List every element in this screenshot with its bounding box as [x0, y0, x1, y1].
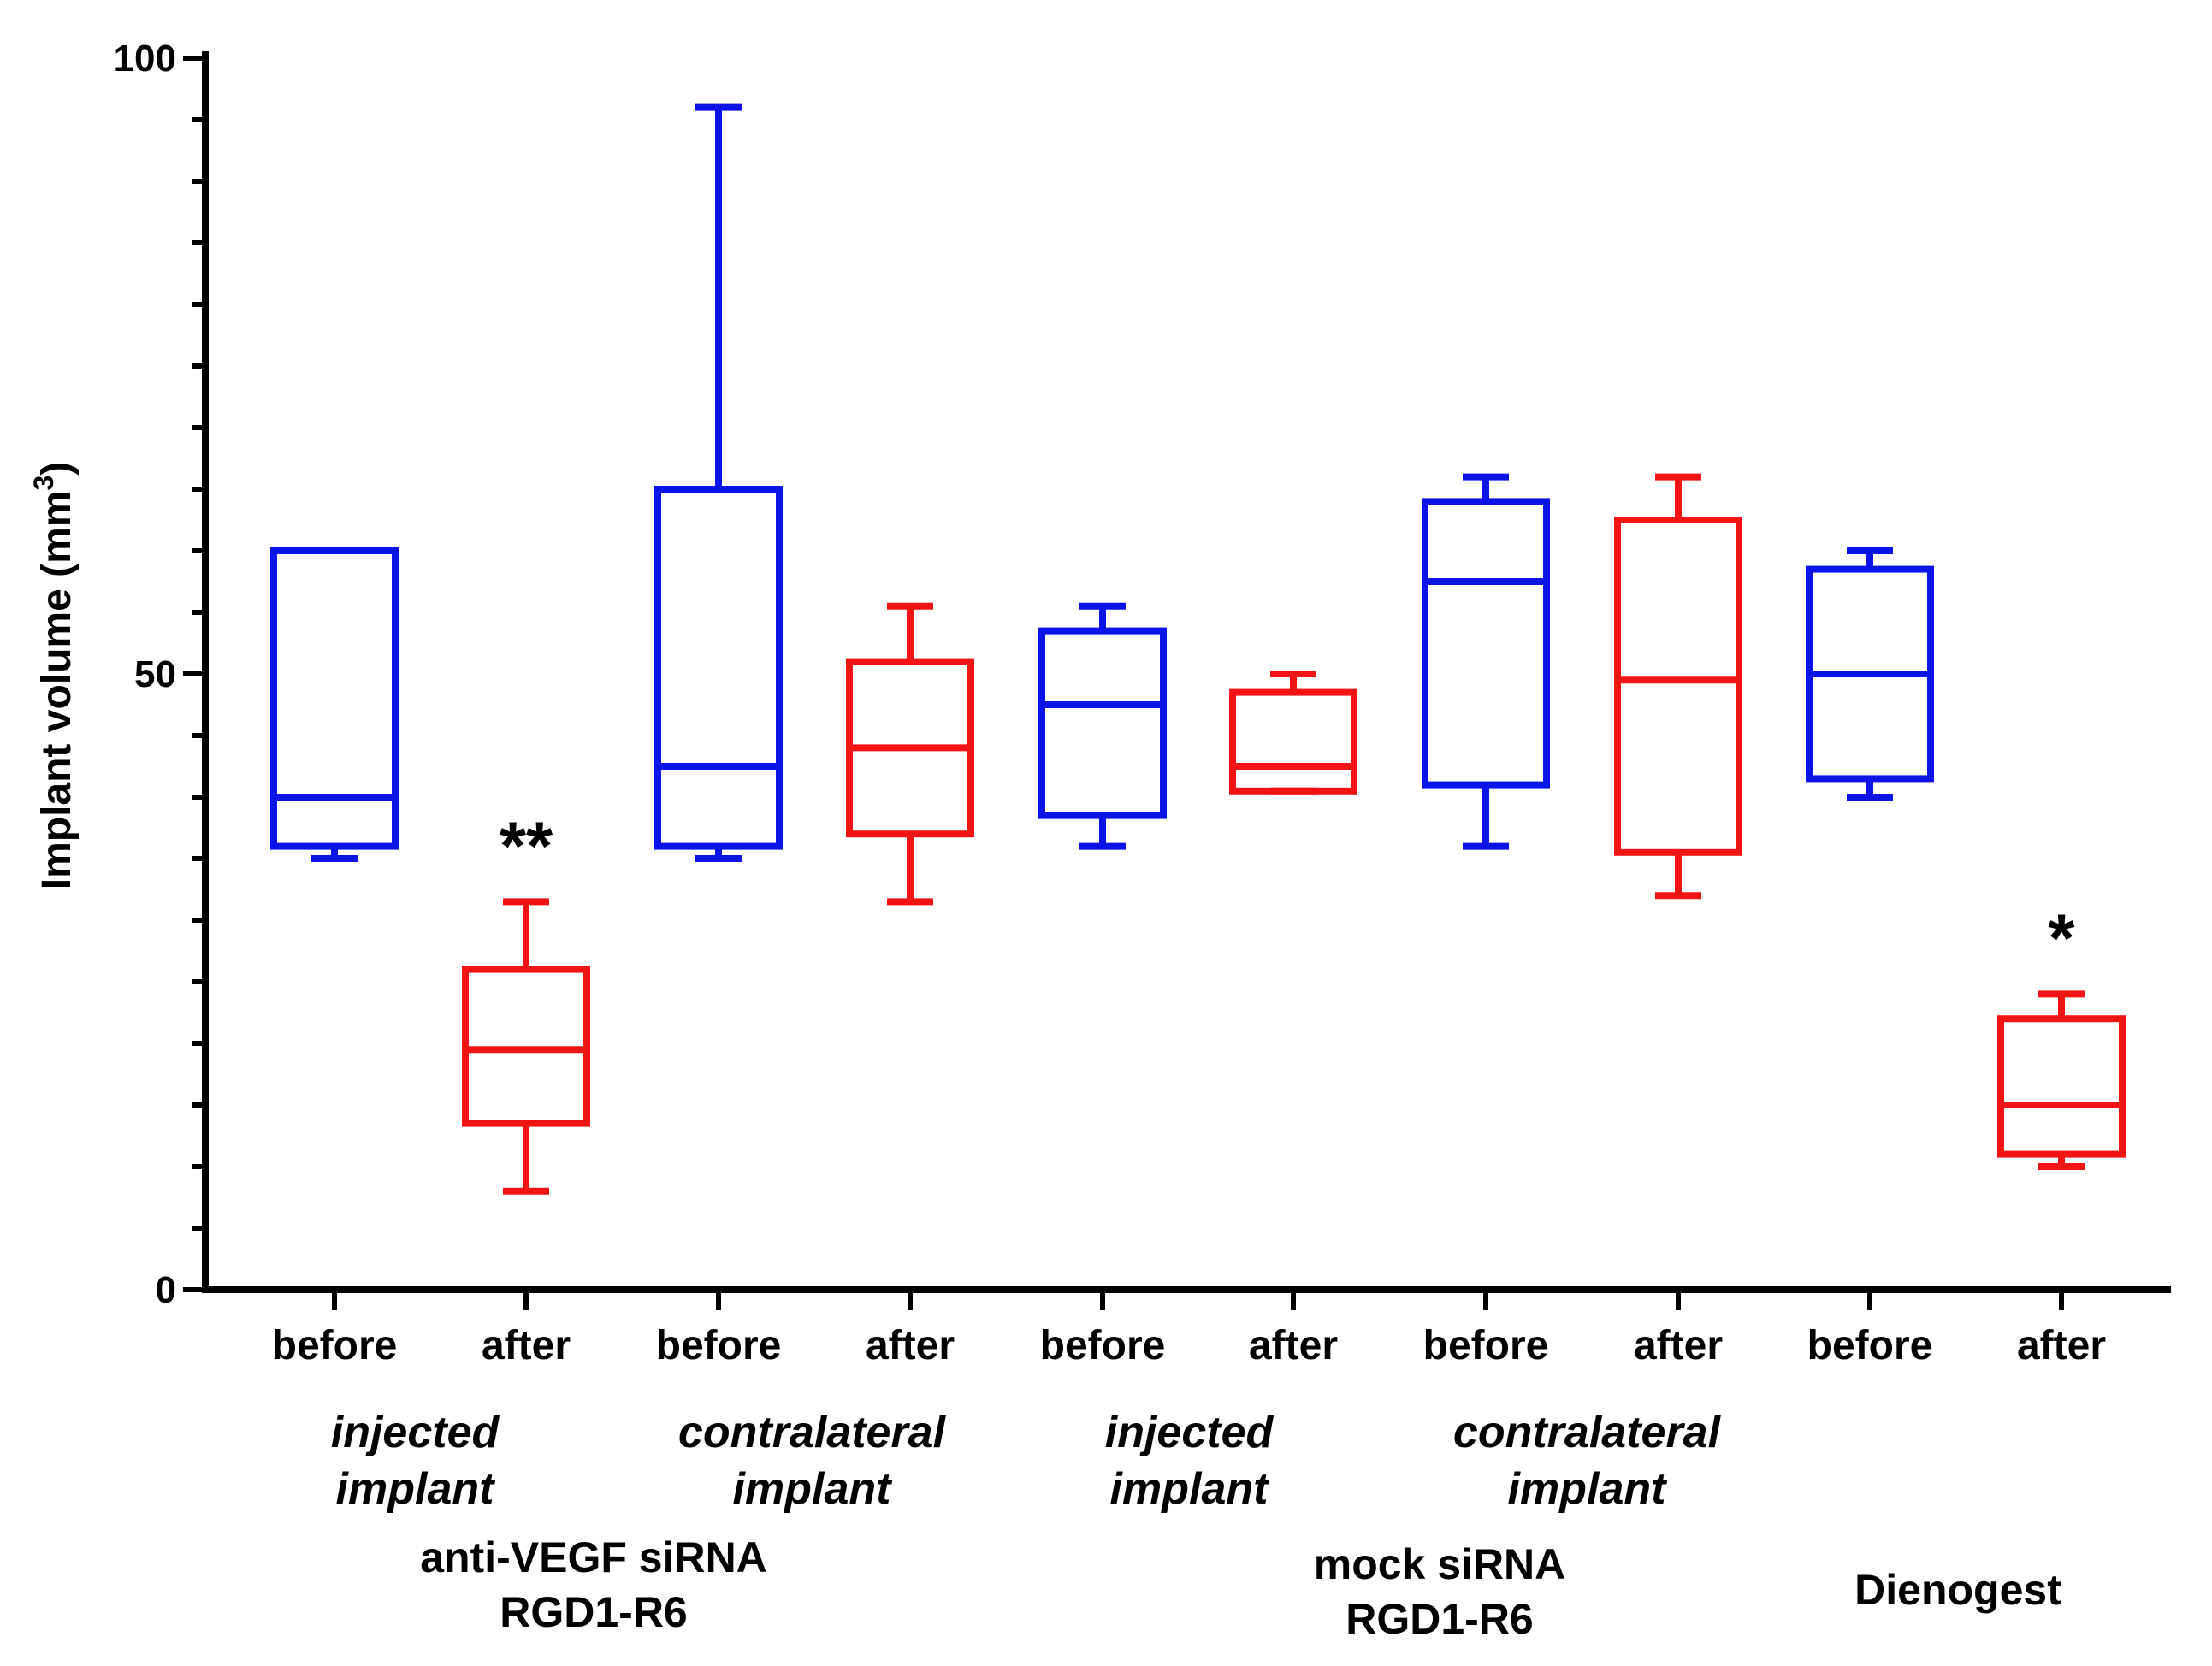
- box-1-before: [270, 547, 399, 862]
- significance-marker: **: [500, 807, 553, 883]
- x-category-label: before: [656, 1323, 782, 1368]
- box-6-after: [1229, 671, 1357, 795]
- subgroup-label-line1: injected: [331, 1408, 500, 1457]
- x-category-label: after: [1634, 1323, 1723, 1368]
- x-category-label: before: [1040, 1323, 1166, 1368]
- box-7-before: [1422, 473, 1550, 850]
- box-8-after: [1614, 473, 1742, 900]
- iqr-box: [1422, 498, 1550, 789]
- subgroup-label-line2: implant: [1508, 1464, 1669, 1514]
- y-axis-label: Implant volume (mm3): [28, 462, 80, 890]
- group-label-line1: Dienogest: [1854, 1566, 2061, 1614]
- subgroup-label-line2: implant: [1110, 1464, 1271, 1514]
- subgroup-label-line2: implant: [733, 1464, 894, 1514]
- x-category-label: after: [1249, 1323, 1338, 1368]
- axes: 0 50 100 Implant volume (mm3): [28, 38, 2171, 1311]
- iqr-box: [270, 547, 399, 850]
- group-label-line1: mock siRNA: [1314, 1540, 1566, 1588]
- x-category-label: after: [2017, 1323, 2106, 1368]
- box-2-after: **: [462, 807, 590, 1195]
- subgroup-label-line1: injected: [1105, 1408, 1275, 1457]
- box-5-before: [1038, 602, 1167, 850]
- subgroup-label-line1: contralateral: [1453, 1408, 1722, 1457]
- x-category-label: after: [482, 1323, 571, 1368]
- x-category-label: before: [272, 1323, 398, 1368]
- box-9-before: [1806, 547, 1934, 801]
- subgroup-label-line1: contralateral: [678, 1408, 947, 1457]
- box-3-before: [654, 103, 783, 862]
- box-4-after: [846, 602, 974, 906]
- group-label-line2: RGD1-R6: [500, 1588, 687, 1636]
- iqr-box: [654, 486, 783, 850]
- boxes: ***: [270, 103, 2126, 1195]
- y-tick-label: 0: [156, 1269, 176, 1311]
- box-10-after: *: [1997, 900, 2126, 1170]
- x-category-label: after: [866, 1323, 955, 1368]
- iqr-box: [1614, 517, 1742, 856]
- iqr-box: [1229, 688, 1357, 795]
- subgroup-label-line2: implant: [336, 1464, 497, 1514]
- x-category-label: before: [1807, 1323, 1933, 1368]
- iqr-box: [1038, 627, 1167, 819]
- significance-marker: *: [2048, 900, 2075, 976]
- y-tick-label: 100: [114, 38, 176, 80]
- group-label-line2: RGD1-R6: [1346, 1595, 1533, 1643]
- iqr-box: [1997, 1015, 2126, 1158]
- group-label-line1: anti-VEGF siRNA: [420, 1533, 767, 1581]
- x-category-label: before: [1423, 1323, 1549, 1368]
- y-tick-label: 50: [134, 653, 176, 695]
- labels: before after before after before after before a…: [272, 1323, 2106, 1643]
